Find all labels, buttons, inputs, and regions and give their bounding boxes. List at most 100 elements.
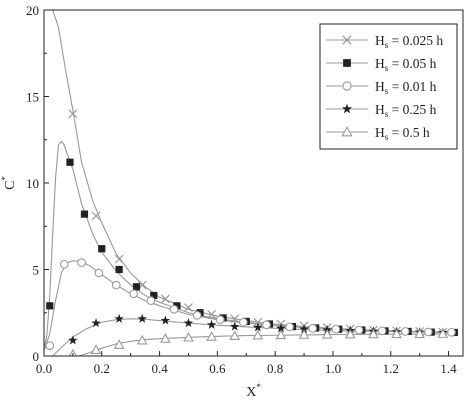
data-point-x	[114, 254, 124, 264]
data-point-circle	[342, 81, 352, 91]
data-point-triangle	[275, 329, 287, 340]
legend-entry: Hs = 0.25 h	[326, 102, 437, 119]
data-point-circle	[331, 324, 341, 334]
legend-label: Hs = 0.25 h	[375, 102, 437, 119]
data-point-square	[46, 302, 54, 310]
data-point-circle	[169, 304, 179, 314]
data-point-square	[132, 283, 141, 291]
data-point-star	[276, 323, 286, 333]
data-point-star	[68, 335, 78, 345]
x-tick-label: 0.0	[36, 361, 52, 376]
data-point-square	[115, 265, 123, 274]
data-point-circle	[215, 315, 225, 325]
data-point-triangle	[90, 344, 102, 355]
data-point-x	[160, 294, 170, 304]
y-tick-label: 0	[33, 349, 40, 364]
data-point-circle	[354, 325, 364, 335]
data-point-star	[341, 103, 353, 114]
legend-label: Hs = 0.025 h	[375, 33, 443, 50]
data-point-circle	[77, 258, 86, 267]
y-axis-title-superscript: *	[0, 176, 10, 181]
data-point-triangle	[229, 330, 241, 341]
x-axis-title-superscript: *	[256, 382, 261, 392]
data-point-circle	[192, 310, 202, 320]
data-point-triangle	[68, 348, 77, 356]
y-tick-label: 5	[33, 263, 40, 278]
y-axis-title-main: C	[3, 181, 18, 190]
data-point-x	[230, 314, 240, 324]
x-tick-label: 1.0	[325, 361, 341, 376]
data-point-x	[68, 109, 78, 119]
x-axis-title-main: X	[246, 385, 256, 400]
data-point-square	[173, 302, 181, 310]
data-point-square	[150, 291, 158, 300]
data-point-square	[80, 210, 89, 218]
data-point-circle	[111, 280, 121, 290]
data-point-circle	[262, 320, 271, 330]
data-point-square	[66, 158, 74, 166]
data-point-star	[299, 324, 309, 334]
data-point-star	[137, 313, 147, 323]
data-point-square	[98, 245, 106, 253]
data-point-x	[253, 317, 263, 327]
data-point-circle	[285, 322, 294, 332]
y-axis-ticks: 0 5 10 15 20	[26, 3, 49, 364]
y-tick-label: 20	[26, 3, 39, 18]
y-tick-label: 15	[26, 90, 39, 105]
data-point-x	[184, 303, 193, 312]
data-point-triangle	[368, 328, 379, 339]
data-point-star	[253, 322, 263, 332]
data-point-x	[207, 310, 217, 319]
x-tick-label: 1.2	[383, 361, 399, 376]
data-point-star	[114, 313, 124, 323]
legend-label: Hs = 0.5 h	[375, 125, 430, 142]
data-point-triangle	[113, 339, 125, 349]
data-point-triangle	[206, 331, 217, 341]
data-point-star	[183, 318, 194, 328]
x-tick-label: 0.6	[209, 361, 226, 376]
data-point-triangle	[341, 126, 353, 137]
data-point-circle	[45, 341, 55, 350]
data-point-triangle	[414, 328, 425, 339]
data-point-triangle	[344, 328, 356, 339]
legend-entry: Hs = 0.5 h	[326, 125, 430, 142]
data-point-circle	[146, 296, 156, 305]
data-point-triangle	[437, 328, 449, 338]
data-point-circle	[377, 326, 387, 336]
x-tick-label: 0.2	[94, 361, 110, 376]
data-point-triangle	[391, 328, 402, 339]
data-point-triangle	[252, 329, 264, 340]
data-point-triangle	[183, 331, 194, 342]
data-point-circle	[59, 259, 69, 269]
data-point-star	[229, 321, 240, 331]
legend-entry: Hs = 0.025 h	[326, 33, 443, 50]
legend: Hs = 0.025 h Hs = 0.05 h Hs = 0.01 h Hs = 0…	[319, 23, 458, 150]
data-point-star	[91, 318, 101, 328]
x-axis-title: X*	[246, 382, 261, 400]
data-point-circle	[447, 327, 456, 337]
data-point-circle	[308, 323, 318, 333]
legend-label: Hs = 0.05 h	[375, 56, 437, 73]
data-point-circle	[400, 327, 410, 336]
legend-entry: Hs = 0.05 h	[326, 56, 437, 73]
x-tick-label: 0.4	[151, 361, 168, 376]
series-markers	[45, 109, 458, 356]
data-point-circle	[94, 268, 104, 278]
y-tick-label: 10	[26, 176, 39, 191]
data-point-square	[343, 59, 351, 67]
data-point-triangle	[298, 329, 310, 339]
legend-entry: Hs = 0.01 h	[326, 79, 437, 96]
x-tick-label: 0.8	[267, 361, 283, 376]
data-point-x	[91, 211, 101, 221]
legend-label: Hs = 0.01 h	[375, 79, 437, 96]
x-tick-label: 1.4	[440, 361, 457, 376]
data-point-x	[342, 35, 352, 45]
y-axis-title: C*	[0, 176, 18, 190]
data-point-star	[160, 315, 171, 325]
data-point-triangle	[160, 333, 171, 343]
data-point-circle	[129, 289, 138, 299]
data-point-circle	[239, 317, 248, 327]
data-point-triangle	[321, 329, 333, 339]
data-point-circle	[423, 327, 433, 337]
